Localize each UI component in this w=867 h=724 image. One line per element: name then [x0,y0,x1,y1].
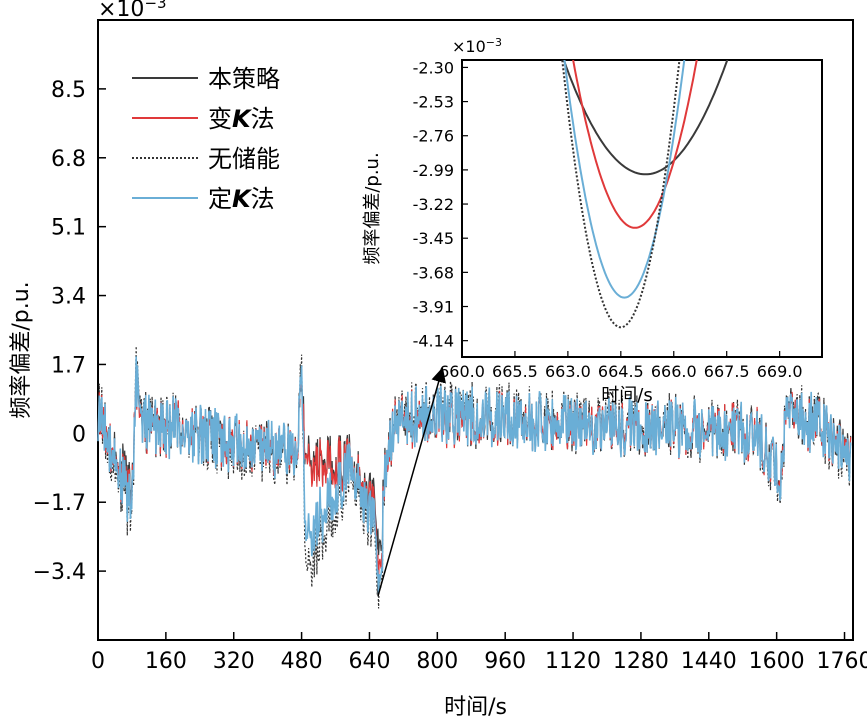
inset-x-tick-label: 664.5 [598,362,644,381]
inset-x-tick-label: 660.0 [439,362,485,381]
inset-x-tick-label: 667.5 [704,362,750,381]
inset-frame [461,59,823,358]
x-tick-label: 1760 [817,649,867,674]
x-tick-label: 1600 [749,649,805,674]
legend-label-3: 无储能 [208,145,280,173]
legend-label-4: 定K法 [208,185,275,213]
inset-y-tick-label: -2.76 [413,127,454,146]
inset-y-tick-label: -2.53 [413,93,454,112]
series-line-2 [97,357,852,580]
main-plot-frame [97,19,854,641]
inset-y-axis-title: 频率偏差/p.u. [362,152,383,264]
inset-series-2 [572,60,698,229]
series-line-3 [97,346,852,609]
x-tick-label: 480 [281,649,323,674]
inset-plot: ×10−3 660.0 665.5 663.0 664.5 666.0 667.5 669.0… [362,36,835,406]
inset-y-tick-label: -3.45 [413,229,454,248]
y-tick-label: 8.5 [51,78,86,103]
x-tick-label: 960 [484,649,526,674]
main-multiplier: ×10−3 [98,0,167,22]
zoom-arrow [377,367,446,597]
inset-x-axis-title: 时间/s [601,385,652,406]
x-tick-label: 1120 [545,649,601,674]
inset-y-tick-label: -2.30 [413,58,454,77]
y-tick-label: −1.7 [33,491,86,516]
inset-x-tick-label: 669.0 [757,362,803,381]
x-tick-label: 0 [91,649,105,674]
inset-y-tick-label: -2.99 [413,161,454,180]
y-axis-title: 频率偏差/p.u. [9,281,34,418]
inset-y-tick-label: -4.14 [413,332,454,351]
y-tick-label: 1.7 [51,353,86,378]
y-tick-label: 0 [72,422,86,447]
inset-x-tick-label: 663.0 [545,362,591,381]
y-tick-label: −3.4 [33,560,86,585]
x-tick-label: 640 [348,649,390,674]
inset-y-tick-label: -3.68 [413,263,454,282]
inset-x-tick-label: 666.0 [651,362,697,381]
x-tick-label: 800 [416,649,458,674]
inset-series-3 [561,60,681,329]
inset-series-4 [563,60,686,299]
legend-label-1: 本策略 [208,65,280,93]
y-tick-label: 5.1 [51,216,86,241]
inset-series-1 [562,60,729,176]
series-line-4 [97,356,852,594]
inset-y-tick-label: -3.22 [413,195,454,214]
legend-label-2: 变K法 [208,105,275,133]
inset-x-tick-label: 665.5 [492,362,538,381]
y-tick-label: 6.8 [51,147,86,172]
x-tick-label: 160 [145,649,187,674]
y-tick-label: 3.4 [51,285,86,310]
x-tick-label: 320 [213,649,255,674]
main-plot: ×10−3 0 160 320 480 640 800 960 1120 1280 1440 1600… [9,0,867,720]
inset-y-tick-label: -3.91 [413,298,454,317]
inset-multiplier: ×10−3 [452,36,502,56]
x-tick-label: 1280 [613,649,669,674]
series-line-1 [97,365,852,556]
inset-curves [561,60,729,329]
x-tick-label: 1440 [681,649,737,674]
x-axis-title: 时间/s [444,695,507,720]
